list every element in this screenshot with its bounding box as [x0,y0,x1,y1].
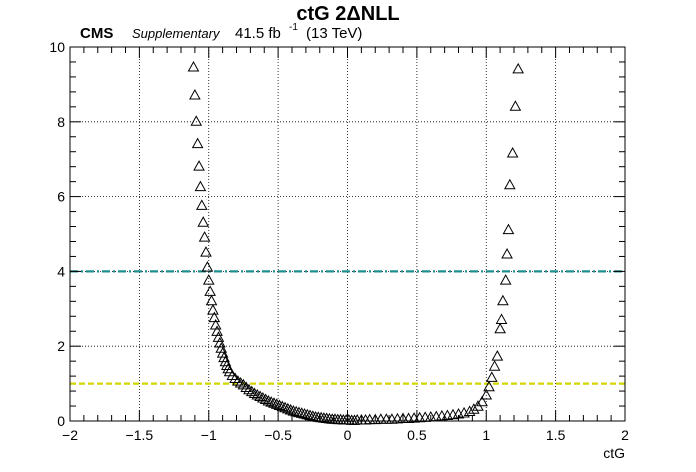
data-point [506,146,519,158]
data-point [197,216,210,227]
y-tick-label: 2 [57,338,65,354]
data-point [483,380,495,392]
data-point [248,387,261,398]
data-point [499,274,512,285]
x-tick-label: −1 [201,427,217,443]
data-point [254,390,266,401]
data-point [279,401,291,413]
grid-lines [70,47,625,421]
y-tick-label: 4 [57,263,65,279]
data-point [214,336,226,348]
data-point [257,391,269,403]
data-point [216,347,229,358]
data-point [497,294,509,306]
data-point [237,378,250,390]
data-point [295,407,308,418]
data-point [268,397,280,408]
data-point [301,408,314,420]
data-point [198,231,211,242]
data-point [194,180,207,192]
x-tick-label: 1 [482,427,490,443]
x-tick-label: −2 [62,427,78,443]
experiment-label: CMS [80,25,113,42]
data-point [243,383,255,395]
data-point [205,294,218,306]
data-point [218,351,230,363]
x-tick-label: 2 [621,427,629,443]
data-point [259,393,272,404]
x-tick-label: 1.5 [546,427,566,443]
data-point [467,403,480,414]
data-point [191,137,204,149]
data-point [245,385,258,397]
data-point [201,261,214,272]
y-tick-label: 10 [49,39,65,55]
data-point [189,89,201,100]
data-point [262,394,275,406]
data-point [273,399,286,410]
luminosity-label: 41.5 fb [235,25,281,42]
data-point [284,403,297,415]
data-point [485,371,498,382]
luminosity-exponent: -1 [289,22,298,33]
chart-title: ctG 2ΔNLL [296,3,399,25]
data-point [270,398,283,409]
x-tick-label: −0.5 [264,427,292,443]
data-point [495,313,508,324]
x-tick-label: −1.5 [126,427,154,443]
data-point [190,115,203,126]
data-point [480,388,493,400]
data-point [276,400,289,412]
data-point [240,381,253,393]
data-point [298,408,311,419]
data-point [229,372,241,384]
data-points [187,60,525,425]
y-tick-label: 8 [57,114,65,130]
data-point [215,342,228,353]
data-point [200,246,212,257]
data-point [287,405,300,416]
energy-label: (13 TeV) [306,25,362,42]
reference-lines [70,270,625,385]
axis-ticks [69,46,626,422]
y-tick-label: 6 [57,189,65,205]
data-point [463,405,476,416]
x-axis-label: ctG [603,445,625,461]
data-point [304,409,316,421]
data-point [501,247,513,259]
data-point [503,178,516,190]
data-point [265,396,278,407]
data-point [202,274,215,285]
status-label: Supplementary [132,26,221,41]
data-point [494,322,506,334]
data-point [232,375,244,386]
data-point [488,360,501,371]
data-point [476,395,488,407]
data-point [219,355,232,367]
x-tick-label: 0 [344,427,352,443]
data-point [509,100,522,111]
data-point [193,160,205,171]
data-point [512,62,525,74]
data-point [293,406,305,418]
y-tick-label: 0 [57,413,65,429]
x-tick-label: 0.5 [407,427,427,443]
data-point [281,402,294,414]
data-point [251,388,264,400]
data-point [204,285,216,296]
data-point [491,350,504,361]
data-point [207,304,219,315]
data-point [290,405,303,417]
data-point [306,410,319,421]
axis-tick-labels: −2 −1.5 −1 −0.5 0 0.5 1 1.5 2 0 2 4 6 8 10 [49,39,629,443]
data-point [195,199,208,210]
data-point [234,376,247,388]
data-point [187,60,200,72]
data-point [502,223,515,235]
